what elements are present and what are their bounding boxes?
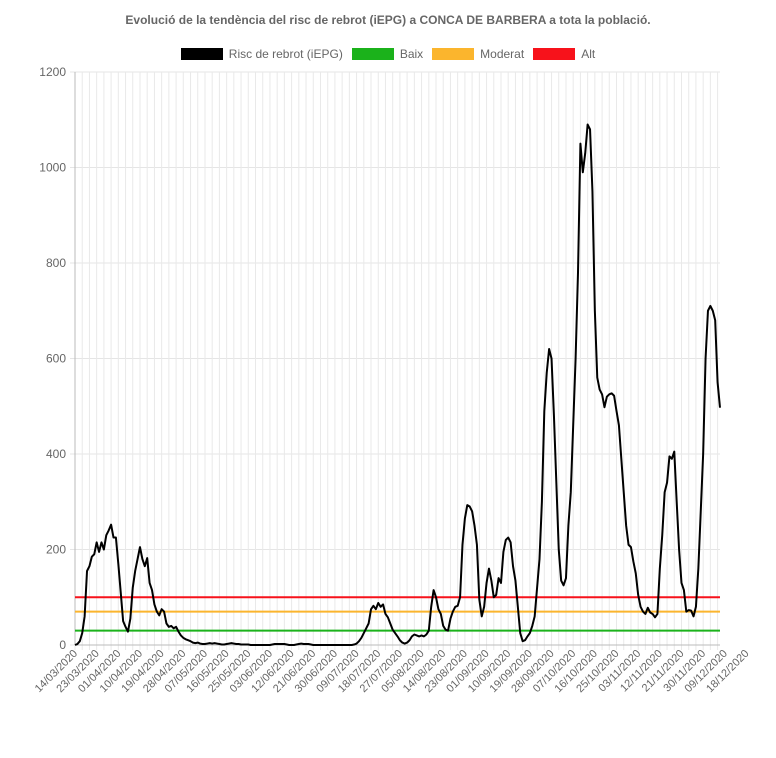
legend-item-baix[interactable]: Baix xyxy=(351,47,424,61)
legend-label-alt: Alt xyxy=(581,47,596,61)
chart-legend: Risc de rebrot (iEPG) Baix Moderat Alt xyxy=(0,47,776,61)
legend-label-moderat: Moderat xyxy=(480,47,525,61)
legend-label-baix: Baix xyxy=(399,47,424,61)
legend-item-moderat[interactable]: Moderat xyxy=(432,47,524,61)
legend-swatch-iepg xyxy=(180,48,223,60)
y-tick-label: 400 xyxy=(46,447,66,461)
legend-item-iepg[interactable]: Risc de rebrot (iEPG) xyxy=(180,47,343,61)
y-tick-label: 800 xyxy=(46,256,66,270)
y-tick-label: 600 xyxy=(46,352,66,366)
legend-swatch-baix xyxy=(351,48,394,60)
legend-swatch-alt xyxy=(533,48,576,60)
y-tick-label: 1200 xyxy=(39,65,66,79)
legend-label-iepg: Risc de rebrot (iEPG) xyxy=(228,47,343,61)
series-line-iepg xyxy=(74,123,721,646)
y-tick-label: 1000 xyxy=(39,161,66,175)
legend-item-alt[interactable]: Alt xyxy=(533,47,595,61)
legend-swatch-moderat xyxy=(432,48,475,60)
y-tick-label: 200 xyxy=(46,543,66,557)
chart-title: Evolució de la tendència del risc de reb… xyxy=(125,13,651,27)
y-tick-label: 0 xyxy=(59,638,66,652)
